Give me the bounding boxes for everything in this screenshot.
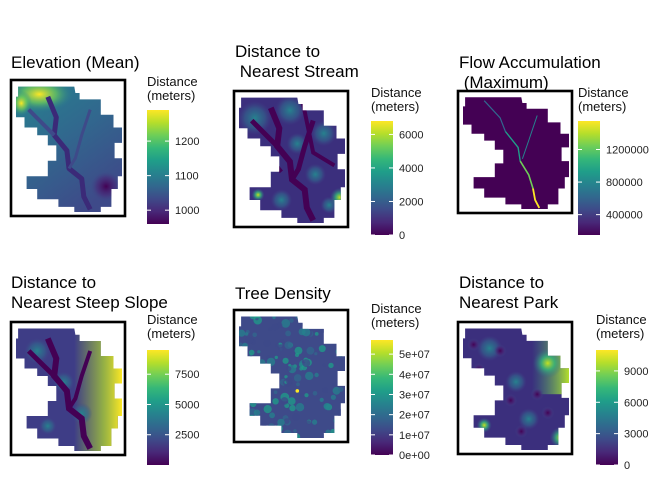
colorbar-tick-label: 1200 [175, 136, 199, 148]
legend-title: Distance (meters) [578, 85, 629, 114]
panel-title-line: Flow Accumulation [459, 53, 601, 72]
panel-2: Distance to Nearest Stream Distance (meter… [232, 42, 423, 242]
panel-title-line: Tree Density [235, 284, 331, 303]
flow-accumulation-raster [463, 97, 569, 209]
legend-title-line: (meters) [596, 326, 644, 341]
panel-title: Distance to Nearest Park [459, 273, 559, 312]
colorbar-tick-label: 6000 [399, 129, 423, 141]
panel-frame [9, 320, 127, 457]
panel-frame [9, 78, 127, 218]
colorbar-tick-label: 2500 [175, 430, 199, 442]
colorbar-tick-label: 9000 [624, 366, 648, 378]
panel-title-line: Elevation (Mean) [11, 53, 140, 72]
panel-title-line: Nearest Steep Slope [11, 293, 168, 312]
panel-title: Distance to Nearest Steep Slope [11, 273, 168, 312]
legend-title-line: (meters) [371, 315, 419, 330]
colorbar-tick-label: 1100 [175, 171, 199, 183]
panel-frame [232, 308, 350, 444]
colorbar-tick-label: 800000 [606, 177, 643, 189]
steep-slope-distance-raster [16, 328, 122, 451]
legend-title-line: (meters) [147, 88, 195, 103]
panel-title: Elevation (Mean) [11, 53, 140, 72]
colorbar [578, 121, 600, 235]
legend-title-line: Distance [147, 74, 198, 89]
panel-frame [456, 89, 574, 215]
panel-title-line: Nearest Stream [235, 62, 359, 81]
legend-title-line: (meters) [578, 99, 626, 114]
colorbar-tick-label: 5000 [175, 399, 199, 411]
colorbar [596, 350, 618, 465]
colorbar [147, 110, 169, 224]
legend-title: Distance (meters) [147, 312, 198, 341]
panel-title-line: Distance to [235, 42, 320, 61]
legend-title-line: Distance [147, 312, 198, 327]
colorbar-tick-label: 4e+07 [399, 369, 430, 381]
legend-title: Distance (meters) [147, 74, 198, 103]
flow-path [519, 160, 534, 189]
panel-5: Tree Density Distance (meters) 0e+00 1e+07 2e… [232, 284, 430, 462]
colorbar-tick-label: 7500 [175, 369, 199, 381]
legend-title-line: Distance [596, 312, 647, 327]
colorbar [371, 340, 393, 455]
flow-path [521, 115, 538, 159]
panel-frame [232, 89, 350, 229]
panel-title-line: Distance to [459, 273, 544, 292]
legend-title-line: (meters) [371, 99, 419, 114]
legend-title: Distance (meters) [371, 85, 422, 114]
colorbar-tick-label: 4000 [399, 163, 423, 175]
colorbar-tick-label: 400000 [606, 210, 643, 222]
legend-title: Distance (meters) [371, 301, 422, 330]
panel-title: Distance to Nearest Stream [235, 42, 359, 81]
colorbar-tick-label: 2000 [399, 196, 423, 208]
colorbar-tick-label: 2e+07 [399, 410, 430, 422]
panel-title-line: Nearest Park [459, 293, 559, 312]
park-distance-raster [463, 328, 569, 450]
colorbar [147, 350, 169, 465]
stream-distance-raster [239, 97, 345, 223]
legend-title-line: (meters) [147, 326, 195, 341]
legend-title-line: Distance [578, 85, 629, 100]
colorbar-tick-label: 0e+00 [399, 450, 430, 462]
panel-title: Flow Accumulation (Maximum) [459, 53, 601, 92]
colorbar [371, 121, 393, 235]
legend-title-line: Distance [371, 85, 422, 100]
legend-title-line: Distance [371, 301, 422, 316]
colorbar-tick-label: 0 [624, 460, 630, 472]
panel-title-line: Distance to [11, 273, 96, 292]
tree-density-raster [239, 316, 345, 438]
colorbar-tick-label: 0 [399, 230, 405, 242]
colorbar-tick-label: 3e+07 [399, 389, 430, 401]
colorbar-tick-label: 3000 [624, 429, 648, 441]
colorbar-tick-label: 1200000 [606, 145, 649, 157]
legend-title: Distance (meters) [596, 312, 647, 341]
colorbar-tick-label: 1000 [175, 205, 199, 217]
flow-path [483, 100, 506, 132]
elevation-raster [16, 86, 122, 212]
panel-frame [456, 320, 574, 456]
flow-path [504, 131, 521, 162]
colorbar-tick-label: 1e+07 [399, 430, 430, 442]
panel-title: Tree Density [235, 284, 331, 303]
colorbar-tick-label: 6000 [624, 397, 648, 409]
panel-6: Distance to Nearest Park Distance (meters) 0… [456, 273, 648, 472]
colorbar-tick-label: 5e+07 [399, 349, 430, 361]
panel-1: Elevation (Mean) Distance (meters) 1000 1100… [9, 53, 199, 224]
panel-title-line: (Maximum) [459, 73, 549, 92]
flow-path [532, 188, 541, 209]
panel-3: Flow Accumulation (Maximum)Distance (mete… [456, 53, 649, 235]
